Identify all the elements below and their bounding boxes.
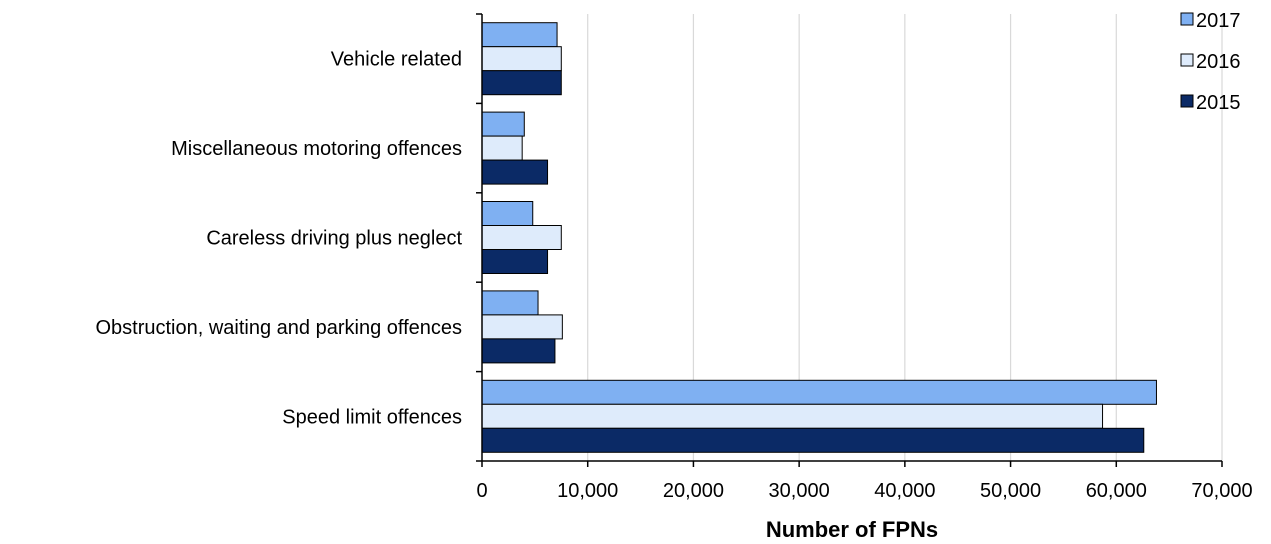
legend-swatch-2016: [1180, 53, 1194, 67]
x-tick-label: 0: [476, 480, 487, 502]
bar-2015: [481, 249, 549, 274]
category-label: Vehicle related: [331, 49, 462, 71]
x-tick-label: 20,000: [663, 480, 724, 502]
x-tick-label: 10,000: [557, 480, 618, 502]
legend: 2017 2016 2015: [1180, 10, 1241, 114]
bar-2017: [481, 201, 534, 226]
bar-2016: [481, 403, 1104, 429]
bar-2015: [481, 338, 556, 364]
x-axis-title: Number of FPNs: [766, 517, 938, 542]
legend-label-2017: 2017: [1196, 10, 1241, 32]
category-label: Miscellaneous motoring offences: [171, 138, 462, 160]
bar-2016: [481, 225, 562, 250]
bar-2015: [481, 159, 549, 185]
bar-2017: [481, 22, 558, 48]
bar-2015: [481, 70, 562, 96]
bar-2017: [481, 290, 539, 316]
x-tick-label: 30,000: [769, 480, 830, 502]
x-tick-labels: 0 10,000 20,000 30,000 40,000 50,000 60,000 70,…: [476, 480, 1252, 502]
category-label: Careless driving plus neglect: [206, 228, 462, 250]
legend-label-2015: 2015: [1196, 92, 1241, 114]
legend-swatch-2017: [1180, 12, 1194, 26]
category-label: Speed limit offences: [282, 406, 462, 428]
x-tick-label: 70,000: [1191, 480, 1252, 502]
x-tick-label: 60,000: [1086, 480, 1147, 502]
gridlines: [587, 14, 1223, 461]
category-label: Obstruction, waiting and parking offence…: [95, 317, 462, 339]
bar-2017: [481, 111, 525, 137]
bar-2017: [481, 379, 1157, 405]
legend-swatch-2015: [1180, 94, 1194, 108]
axes: [476, 13, 1223, 467]
bar-2016: [481, 314, 563, 340]
bars: [481, 22, 1157, 453]
category-labels: Vehicle related Miscellaneous motoring of…: [95, 49, 462, 429]
bar-2016: [481, 135, 523, 161]
x-tick-label: 40,000: [874, 480, 935, 502]
legend-label-2016: 2016: [1196, 51, 1241, 73]
bar-2015: [481, 427, 1145, 453]
x-tick-label: 50,000: [980, 480, 1041, 502]
bar-2016: [481, 46, 562, 72]
